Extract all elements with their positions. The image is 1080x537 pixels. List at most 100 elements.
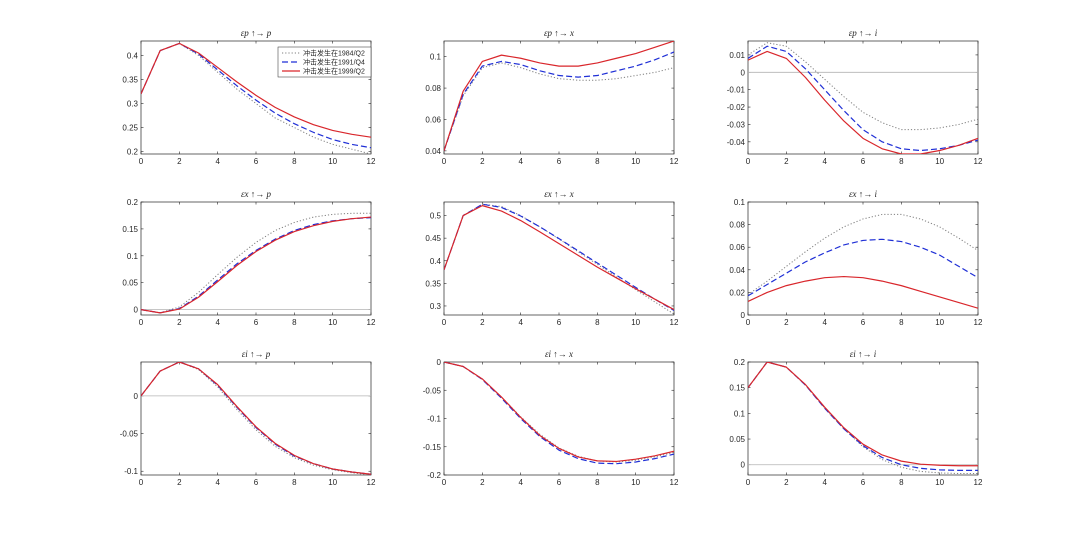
y-tick-label: 0	[134, 392, 139, 401]
y-tick-label: 0.45	[425, 234, 441, 243]
y-tick-label: 0.1	[127, 252, 139, 261]
panel-title: εp ↑→ x	[544, 28, 574, 38]
x-tick-label: 2	[784, 157, 789, 166]
panel-title: εp ↑→ p	[241, 28, 272, 38]
x-tick-label: 6	[861, 157, 866, 166]
legend-label-1: 冲击发生在1984/Q2	[303, 49, 365, 58]
x-tick-label: 8	[899, 157, 904, 166]
x-tick-label: 8	[292, 318, 297, 327]
x-tick-label: 10	[631, 157, 640, 166]
x-tick-label: 12	[367, 478, 376, 487]
plot-area	[747, 361, 979, 476]
x-tick-label: 2	[480, 478, 485, 487]
x-tick-label: 0	[746, 318, 751, 327]
plot-area	[140, 361, 372, 476]
x-tick-label: 4	[518, 478, 523, 487]
x-tick-label: 12	[974, 318, 983, 327]
y-tick-label: 0.02	[729, 288, 745, 297]
series-line-1	[141, 212, 371, 314]
series-line-3	[141, 42, 371, 138]
x-tick-label: 6	[254, 318, 259, 327]
x-tick-label: 12	[670, 157, 679, 166]
y-tick-label: 0	[741, 311, 746, 320]
y-tick-label: 0.08	[425, 84, 441, 93]
x-tick-label: 8	[292, 478, 297, 487]
x-tick-label: 2	[177, 157, 182, 166]
plot-area	[747, 40, 979, 155]
panel-title: εi ↑→ p	[242, 349, 271, 359]
x-tick-label: 8	[899, 318, 904, 327]
x-tick-label: 10	[935, 478, 944, 487]
y-tick-label: 0.1	[734, 198, 746, 207]
y-tick-label: 0.05	[729, 435, 745, 444]
x-tick-label: 6	[254, 478, 259, 487]
series-line-2	[444, 203, 674, 311]
plot-area	[747, 201, 979, 316]
panel-title: εx ↑→ p	[241, 189, 272, 199]
legend-label-2: 冲击发生在1991/Q4	[303, 58, 365, 67]
x-tick-label: 4	[822, 157, 827, 166]
x-tick-label: 12	[670, 318, 679, 327]
x-tick-label: 12	[670, 478, 679, 487]
y-tick-label: -0.05	[120, 430, 139, 439]
y-tick-label: 0.35	[122, 75, 138, 84]
x-tick-label: 0	[442, 157, 447, 166]
series-line-3	[748, 362, 978, 467]
panel-title: εx ↑→ x	[544, 189, 574, 199]
panel-title: εi ↑→ i	[850, 349, 877, 359]
x-tick-label: 10	[631, 318, 640, 327]
y-tick-label: 0	[437, 358, 442, 367]
x-tick-label: 0	[442, 478, 447, 487]
x-tick-label: 4	[822, 478, 827, 487]
series-line-1	[444, 203, 674, 315]
x-tick-label: 2	[480, 157, 485, 166]
plot-area	[443, 40, 675, 155]
x-tick-label: 10	[935, 318, 944, 327]
x-tick-label: 0	[746, 157, 751, 166]
series-line-3	[748, 275, 978, 309]
x-tick-label: 0	[442, 318, 447, 327]
x-tick-label: 10	[328, 157, 337, 166]
panel-1: εp ↑→ p 0 2 4 6 8 10 12 0.2 0.25 0.3 0.35 0.4 冲击发生在19…	[122, 28, 376, 166]
series-line-2	[748, 362, 978, 471]
x-tick-label: 12	[367, 157, 376, 166]
series-line-3	[444, 41, 674, 152]
panel-title: εi ↑→ x	[545, 349, 573, 359]
x-tick-label: 10	[328, 318, 337, 327]
x-tick-label: 2	[784, 318, 789, 327]
x-tick-label: 12	[974, 478, 983, 487]
y-tick-label: -0.03	[727, 120, 746, 129]
y-tick-label: 0	[741, 461, 746, 470]
y-tick-label: 0.15	[729, 384, 745, 393]
x-tick-label: 4	[215, 157, 220, 166]
y-tick-label: 0.2	[734, 358, 746, 367]
y-tick-label: 0.04	[425, 147, 441, 156]
x-tick-label: 6	[254, 157, 259, 166]
series-line-3	[444, 362, 674, 463]
x-tick-label: 2	[177, 318, 182, 327]
plot-area	[443, 201, 675, 316]
y-tick-label: 0.3	[430, 302, 442, 311]
x-tick-label: 4	[822, 318, 827, 327]
y-tick-label: 0.05	[122, 279, 138, 288]
panel-7: εi ↑→ p 0 2 4 6 8 10 12 -0.1 -0.05 0	[120, 349, 376, 487]
x-tick-label: 8	[292, 157, 297, 166]
x-tick-label: 10	[935, 157, 944, 166]
x-tick-label: 0	[139, 478, 144, 487]
y-tick-label: 0.5	[430, 212, 442, 221]
x-tick-label: 8	[595, 478, 600, 487]
y-tick-label: 0.4	[430, 257, 442, 266]
x-tick-label: 4	[215, 478, 220, 487]
panel-title: εp ↑→ i	[849, 28, 878, 38]
y-tick-label: 0.06	[729, 243, 745, 252]
y-tick-label: -0.02	[727, 103, 746, 112]
plot-area	[140, 201, 372, 316]
y-tick-label: -0.1	[427, 415, 441, 424]
x-tick-label: 2	[480, 318, 485, 327]
series-line-3	[748, 50, 978, 154]
y-tick-label: -0.05	[423, 386, 442, 395]
series-line-3	[444, 205, 674, 311]
y-tick-label: 0.4	[127, 51, 139, 60]
y-tick-label: 0.2	[127, 198, 139, 207]
